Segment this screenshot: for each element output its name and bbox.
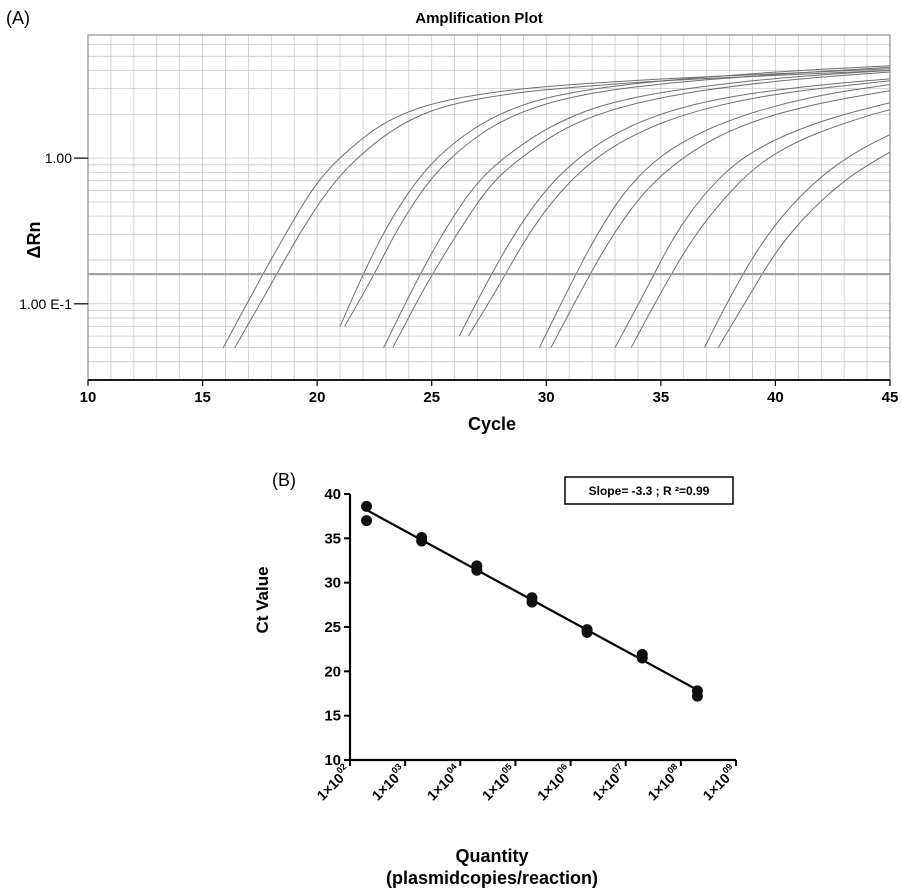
amplification-curve: [222, 68, 890, 348]
x-tick-label: 20: [309, 389, 326, 406]
amplification-curve: [717, 151, 890, 348]
y-tick-label: 1.00: [45, 150, 72, 166]
panel-a-title: Amplification Plot: [415, 10, 543, 27]
x-tick-label: 25: [423, 389, 440, 406]
panel-a-grid: [87, 34, 891, 381]
x-tick-label: 45: [882, 389, 899, 406]
amplification-curve: [630, 109, 890, 348]
panel-b-ylabel: Ct Value: [253, 566, 272, 633]
amplification-curve: [458, 78, 890, 337]
data-point: [361, 515, 373, 527]
y-tick-label: 1.00 E-1: [19, 296, 72, 312]
x-tick-label: 1×1007: [588, 761, 630, 803]
panel-b-xlabel-line1: Quantity: [455, 846, 528, 866]
y-tick-label: 25: [324, 619, 341, 636]
amplification-curve: [383, 69, 890, 348]
x-tick-label: 1×1009: [698, 761, 740, 803]
amplification-curve: [614, 102, 890, 348]
data-point: [636, 652, 648, 664]
amplification-curve: [339, 65, 890, 327]
x-tick-label: 30: [538, 389, 555, 406]
x-tick-label: 1×1004: [422, 761, 464, 803]
panel-a-curves: [88, 65, 890, 348]
data-point: [471, 564, 483, 576]
x-tick-label: 40: [767, 389, 784, 406]
y-tick-label: 20: [324, 663, 341, 680]
panel-a-xlabel: Cycle: [468, 414, 516, 434]
data-point: [361, 500, 373, 512]
panel-a-axes: 10 15 20 25 30 35 40 45 1.00 1.00 E-1: [19, 34, 899, 406]
data-point: [416, 535, 428, 547]
x-tick-label: 15: [194, 389, 211, 406]
x-tick-label: 1×1006: [533, 761, 575, 803]
amplification-curve: [550, 90, 890, 348]
amplification-curve: [703, 134, 890, 348]
y-tick-label: 30: [324, 575, 341, 592]
amplification-curve: [392, 71, 890, 348]
x-tick-label: 1×1008: [643, 761, 685, 803]
amplification-curve: [234, 69, 890, 348]
panel-b-letter: (B): [272, 470, 296, 490]
amplification-curve: [344, 66, 890, 327]
panel-b-plot: 101520253035401×10021×10031×10041×10051×…: [313, 486, 740, 804]
data-point: [526, 596, 538, 608]
fit-annotation: Slope= -3.3 ; R ²=0.99: [589, 484, 710, 498]
panel-b-xlabel-line2: (plasmidcopies/reaction): [386, 868, 598, 888]
x-tick-label: 10: [80, 389, 97, 406]
data-point: [691, 690, 703, 702]
panel-a-letter: (A): [6, 8, 30, 28]
y-tick-label: 40: [324, 486, 341, 503]
panel-a-ylabel: ΔRn: [24, 222, 44, 259]
y-tick-label: 10: [324, 752, 341, 769]
x-tick-label: 1×1005: [477, 761, 519, 803]
x-tick-label: 1×1003: [367, 761, 409, 803]
plot-frame: [87, 34, 891, 381]
amplification-curve: [538, 84, 890, 348]
y-tick-label: 15: [324, 708, 341, 725]
y-tick-label: 35: [324, 530, 341, 547]
fit-annotation-box: [564, 476, 734, 505]
data-point: [581, 626, 593, 638]
x-tick-label: 35: [653, 389, 670, 406]
